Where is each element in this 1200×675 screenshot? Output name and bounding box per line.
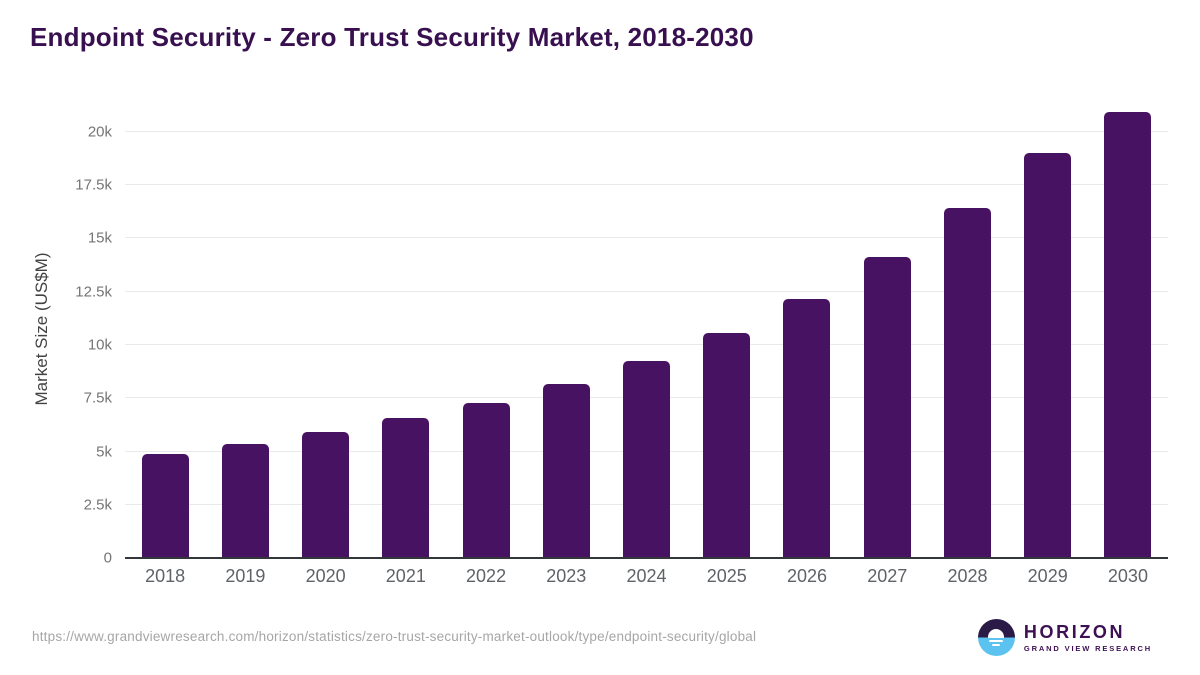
x-tick-label-2022: 2022 <box>466 566 507 586</box>
bar-2026[interactable] <box>783 299 831 558</box>
bar-column-2025 <box>687 100 767 558</box>
y-tick-label: 7.5k <box>83 389 112 407</box>
x-tick-label-2020: 2020 <box>305 566 346 586</box>
x-tick-label-2030: 2030 <box>1107 566 1148 586</box>
gridline-15000 <box>125 237 1168 239</box>
gridline-20000 <box>125 130 1168 132</box>
gridline-17500 <box>125 184 1168 186</box>
y-tick-label: 0 <box>103 549 112 567</box>
gridline-12500 <box>125 290 1168 292</box>
y-tick-label: 10k <box>87 336 112 354</box>
y-tick-label: 20k <box>87 123 112 141</box>
horizon-sunset-icon <box>977 619 1015 656</box>
page-title: Endpoint Security - Zero Trust Security … <box>30 22 754 52</box>
source-url: https://www.grandviewresearch.com/horizo… <box>32 629 757 644</box>
bar-column-2020 <box>285 100 365 558</box>
bar-2023[interactable] <box>542 384 590 558</box>
bar-series <box>125 100 1168 558</box>
x-axis-line <box>125 557 1168 559</box>
x-tick-label-2024: 2024 <box>626 566 667 586</box>
bar-2030[interactable] <box>1104 111 1152 558</box>
bar-2027[interactable] <box>863 256 911 558</box>
y-tick-label: 15k <box>87 229 112 247</box>
x-tick-label-2027: 2027 <box>867 566 908 586</box>
bar-column-2028 <box>927 100 1007 558</box>
bar-2021[interactable] <box>382 418 430 558</box>
bar-column-2027 <box>847 100 927 558</box>
gridline-10000 <box>125 343 1168 345</box>
x-tick-label-2018: 2018 <box>145 566 186 586</box>
x-tick-label-2023: 2023 <box>546 566 587 586</box>
bar-2022[interactable] <box>462 402 510 558</box>
x-tick-label-2021: 2021 <box>385 566 426 586</box>
x-tick-label-2028: 2028 <box>947 566 988 586</box>
bar-column-2021 <box>366 100 446 558</box>
bar-column-2026 <box>767 100 847 558</box>
y-tick-label: 17.5k <box>75 176 112 194</box>
bar-2029[interactable] <box>1024 153 1072 558</box>
bar-column-2029 <box>1008 100 1088 558</box>
bar-2018[interactable] <box>141 453 189 558</box>
bar-2020[interactable] <box>302 432 350 558</box>
bar-column-2022 <box>446 100 526 558</box>
bar-column-2019 <box>205 100 285 558</box>
y-tick-label: 2.5k <box>83 496 112 514</box>
horizon-logo: HORIZON GRAND VIEW RESEARCH <box>977 619 1152 656</box>
bar-column-2030 <box>1088 100 1168 558</box>
x-tick-label-2019: 2019 <box>225 566 266 586</box>
y-tick-label: 12.5k <box>75 283 112 301</box>
x-tick-label-2026: 2026 <box>786 566 828 586</box>
x-tick-label-2029: 2029 <box>1027 566 1068 586</box>
bar-column-2024 <box>606 100 686 558</box>
x-tick-label-2025: 2025 <box>706 566 747 586</box>
chart-container: Endpoint Security - Zero Trust Security … <box>30 22 1168 587</box>
y-axis-tick-labels: 0 2.5k 5k 7.5k 10k 12.5k 15k 17.5k 20k <box>38 100 112 565</box>
bar-2019[interactable] <box>221 444 269 558</box>
x-axis-tick-labels: 2018 2019 2020 2021 2022 2023 2024 2025 2026 2027… <box>125 566 1168 587</box>
logo-subtitle: GRAND VIEW RESEARCH <box>1023 643 1152 653</box>
y-tick-label: 5k <box>96 443 112 460</box>
bar-column-2018 <box>125 100 205 558</box>
bar-2024[interactable] <box>623 360 671 558</box>
bar-2028[interactable] <box>943 207 991 558</box>
bar-2025[interactable] <box>703 333 751 558</box>
bar-column-2023 <box>526 100 606 558</box>
plot-area <box>125 100 1168 559</box>
logo-title: HORIZON <box>1023 621 1126 642</box>
